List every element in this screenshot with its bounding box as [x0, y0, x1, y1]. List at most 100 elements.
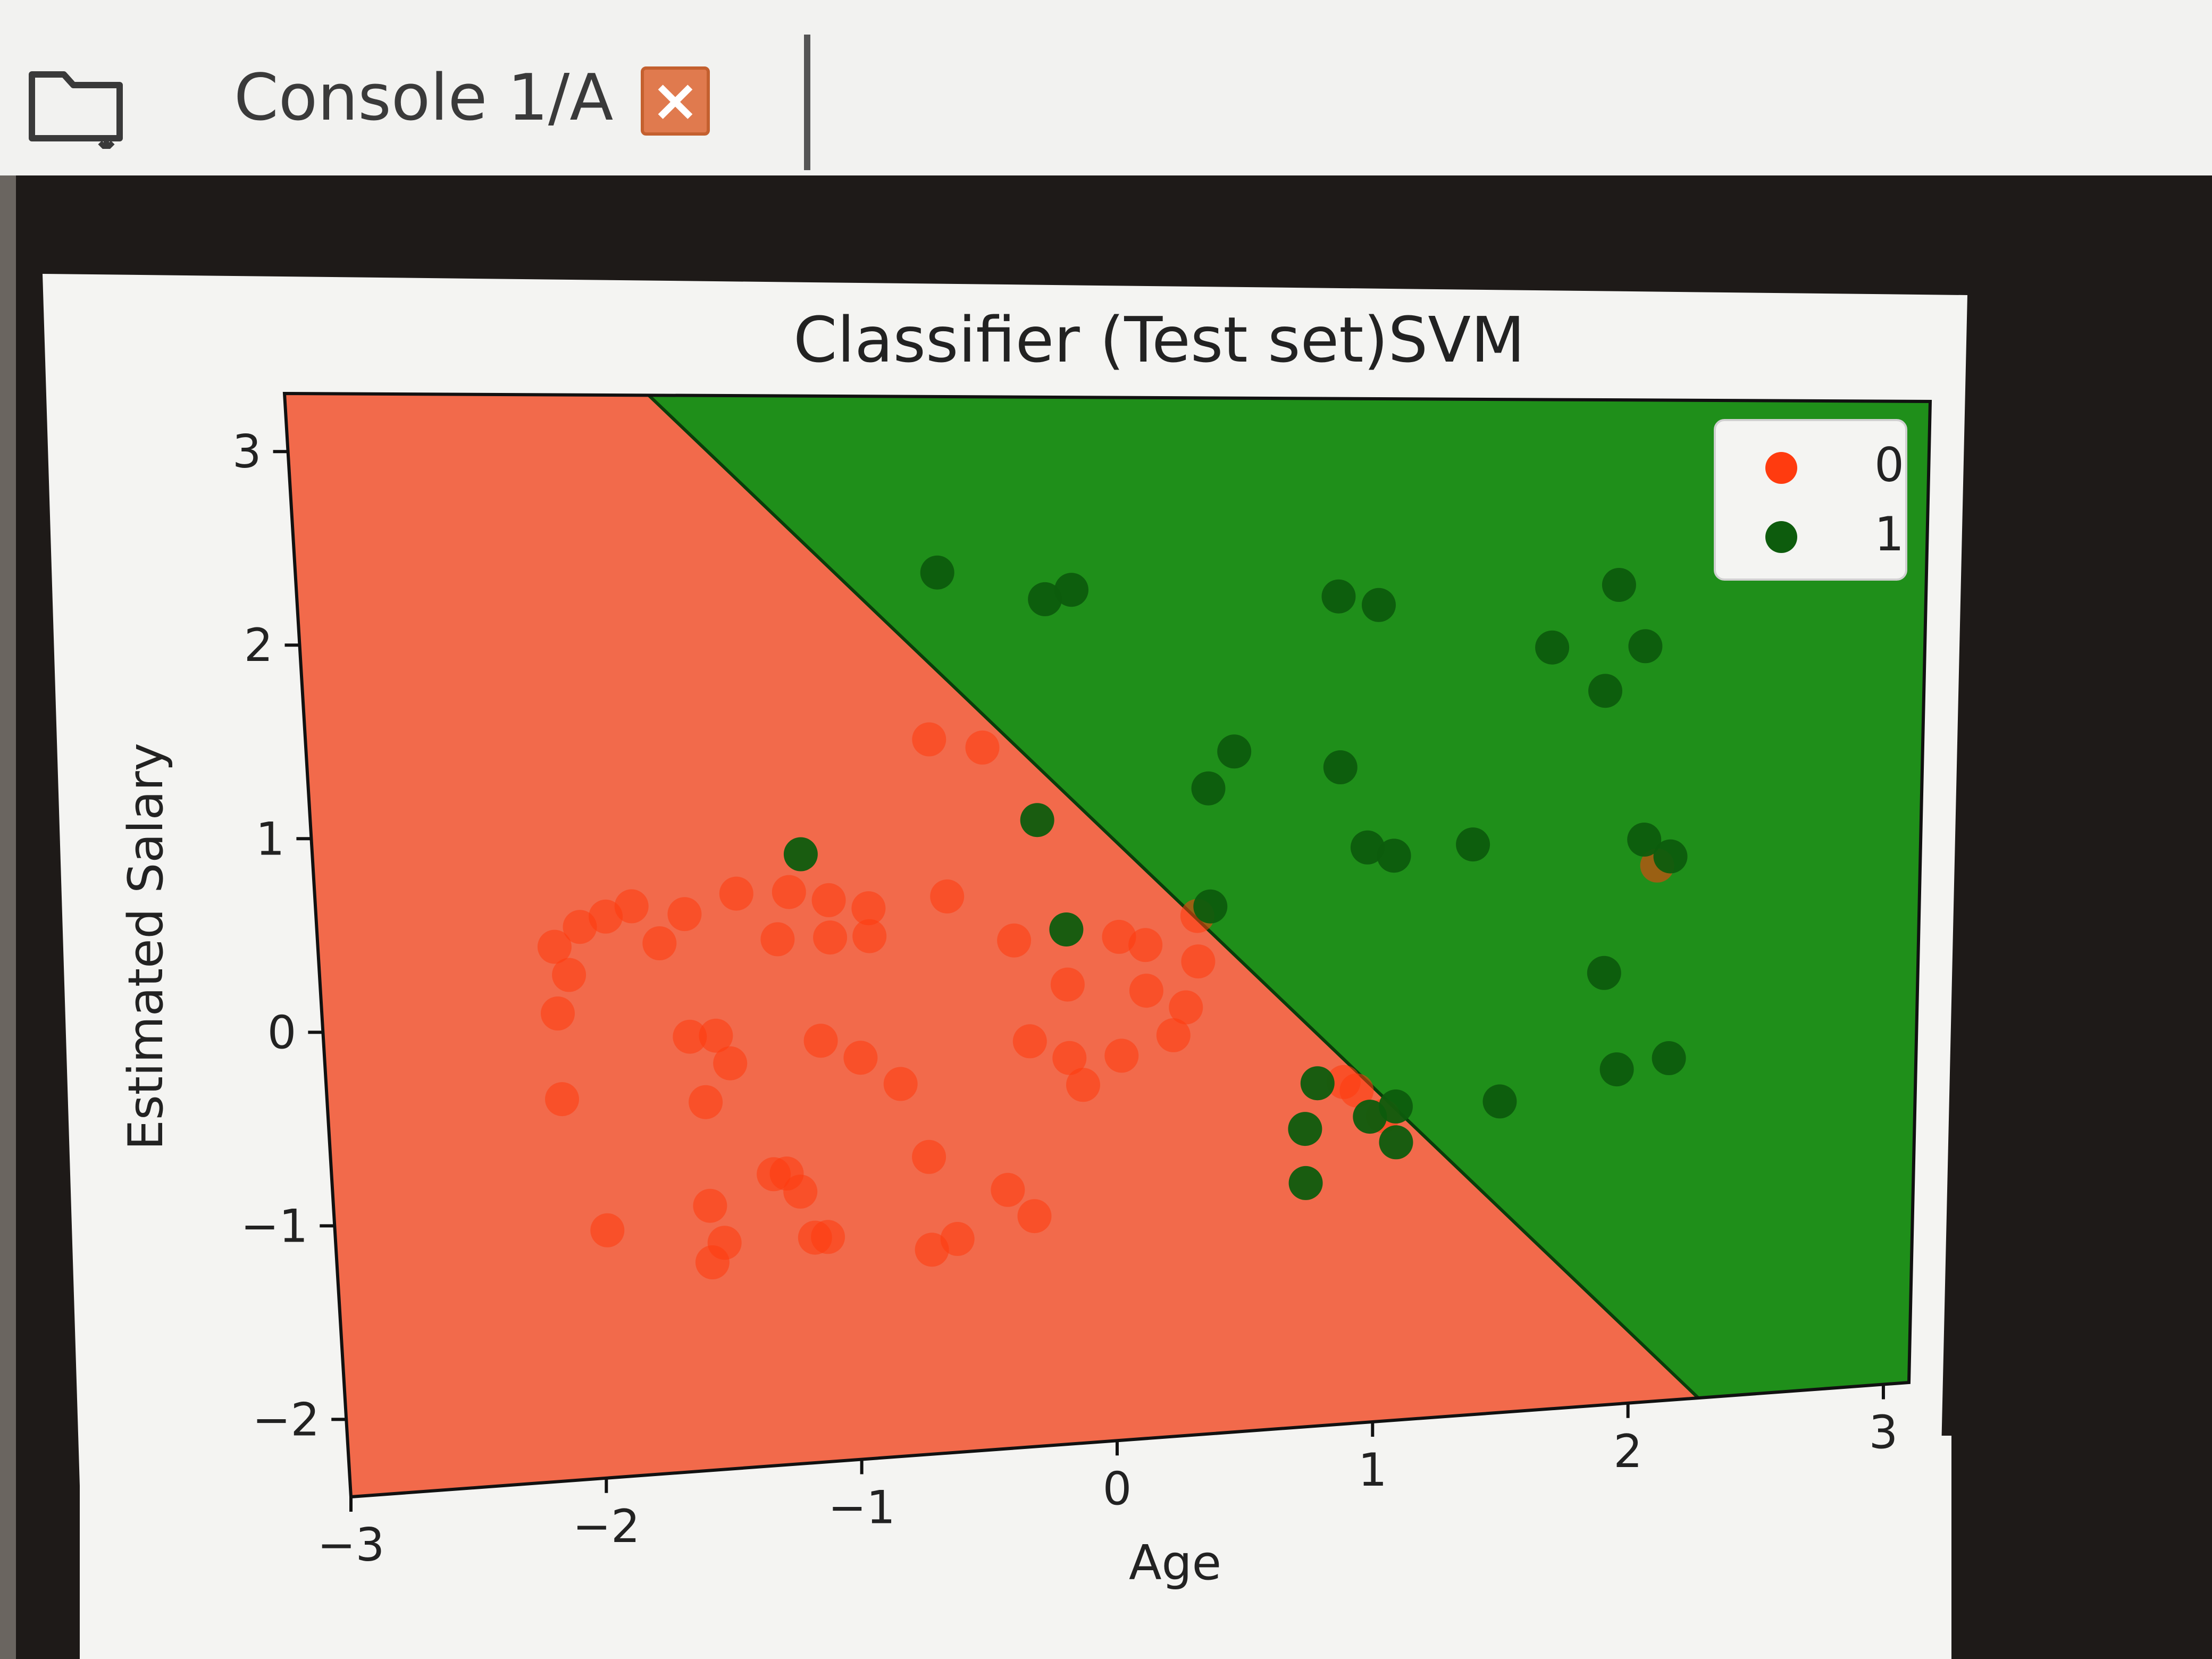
- data-point-class-1: [1049, 912, 1084, 946]
- close-icon[interactable]: ×: [641, 66, 710, 136]
- data-point-class-0: [667, 897, 702, 932]
- x-tick-label: 0: [1103, 1462, 1132, 1515]
- series-class-1: [783, 555, 1688, 1200]
- data-point-class-1: [1588, 674, 1622, 708]
- data-point-class-0: [1050, 967, 1085, 1002]
- data-point-class-0: [689, 1085, 723, 1119]
- data-point-class-1: [1377, 839, 1411, 873]
- data-point-class-0: [563, 910, 597, 944]
- legend-marker-0: [1765, 452, 1797, 484]
- data-point-class-0: [1339, 1073, 1374, 1108]
- x-tick-label: 1: [1358, 1444, 1387, 1497]
- data-point-class-1: [1627, 823, 1662, 857]
- decision-boundary: [647, 394, 1700, 1400]
- data-point-class-1: [1028, 582, 1062, 616]
- data-point-class-1: [1054, 573, 1088, 607]
- data-point-class-1: [920, 555, 954, 590]
- data-point-class-0: [1104, 1038, 1139, 1073]
- x-tick-label: 2: [1613, 1425, 1643, 1478]
- data-point-class-1: [1379, 1125, 1413, 1160]
- y-axis-ticks: −2 −1 0 1 2 3: [232, 425, 347, 1446]
- data-point-class-0: [693, 1188, 727, 1223]
- data-point-class-0: [843, 1041, 878, 1075]
- data-point-class-0: [1156, 1018, 1191, 1052]
- data-point-class-0: [813, 920, 848, 955]
- data-point-class-1: [1653, 839, 1688, 874]
- data-point-class-0: [713, 1046, 748, 1080]
- y-tick-label: 3: [232, 425, 262, 479]
- data-point-class-0: [852, 919, 887, 953]
- data-point-class-0: [541, 996, 575, 1030]
- data-point-class-0: [1181, 944, 1216, 979]
- x-tick-label: 3: [1869, 1406, 1898, 1460]
- data-point-class-0: [772, 875, 806, 909]
- legend-label-0: 0: [1874, 438, 1904, 492]
- data-point-class-0: [811, 1220, 845, 1254]
- x-tick-label: −1: [828, 1481, 895, 1535]
- data-point-class-1: [1353, 1100, 1387, 1134]
- data-point-class-0: [642, 926, 677, 960]
- data-point-class-1: [1020, 803, 1054, 837]
- y-tick-label: 2: [244, 619, 273, 672]
- chart-title: Classifier (Test set)SVM: [793, 303, 1525, 376]
- data-point-class-1: [1652, 1041, 1686, 1075]
- data-point-class-0: [719, 876, 753, 911]
- console-left-edge: [0, 175, 16, 1659]
- data-point-class-1: [1300, 1066, 1335, 1101]
- x-axis-label: Age: [1129, 1535, 1221, 1591]
- console-tab-label[interactable]: Console 1/A: [234, 61, 614, 135]
- legend: 0 1: [1714, 419, 1907, 581]
- data-point-class-0: [940, 1222, 975, 1256]
- data-point-class-0: [912, 1139, 946, 1174]
- data-point-class-0: [783, 1175, 818, 1209]
- data-point-class-0: [1017, 1199, 1052, 1234]
- data-point-class-0: [590, 1213, 625, 1247]
- data-point-class-1: [1217, 734, 1252, 769]
- data-point-class-0: [1129, 974, 1163, 1008]
- data-point-class-1: [1288, 1166, 1323, 1200]
- x-tick-label: −3: [317, 1519, 385, 1572]
- data-point-class-0: [552, 958, 586, 992]
- data-point-class-1: [783, 837, 818, 872]
- data-point-class-0: [1012, 1024, 1047, 1059]
- data-point-class-1: [1456, 827, 1490, 862]
- data-point-class-0: [695, 1245, 730, 1279]
- data-point-class-0: [991, 1172, 1025, 1207]
- data-point-class-0: [673, 1019, 707, 1054]
- x-axis-ticks: −3 −2 −1 0 1 2 3: [317, 1384, 1898, 1572]
- data-point-class-1: [1321, 579, 1356, 614]
- class-1-region: [649, 395, 1930, 1398]
- data-point-class-0: [930, 879, 965, 914]
- data-point-class-0: [811, 883, 846, 917]
- series-class-0: [537, 722, 1674, 1279]
- data-point-class-1: [1288, 1112, 1322, 1146]
- class-0-region: [284, 393, 1698, 1497]
- console-tab-bar: Console 1/A ×: [0, 0, 2212, 175]
- tab-separator: [804, 35, 810, 170]
- data-point-class-0: [997, 923, 1032, 958]
- data-point-class-0: [545, 1082, 579, 1117]
- data-point-class-1: [1193, 889, 1228, 924]
- data-point-class-0: [912, 722, 946, 757]
- data-point-class-0: [760, 922, 795, 957]
- data-point-class-1: [1628, 629, 1663, 664]
- data-point-class-1: [1602, 568, 1636, 602]
- data-point-class-1: [1379, 1089, 1413, 1124]
- y-tick-label: 1: [256, 812, 285, 866]
- data-point-class-1: [1535, 630, 1570, 665]
- y-tick-label: 0: [267, 1006, 297, 1059]
- y-tick-label: −2: [252, 1393, 320, 1446]
- data-point-class-1: [1599, 1052, 1634, 1087]
- axes-frame: [282, 391, 1932, 1499]
- data-point-class-0: [851, 891, 886, 926]
- data-point-class-1: [1362, 588, 1396, 622]
- data-point-class-0: [1052, 1041, 1087, 1075]
- data-point-class-1: [1482, 1084, 1517, 1119]
- folder-icon[interactable]: [27, 58, 128, 149]
- data-point-class-0: [614, 889, 649, 924]
- legend-marker-1: [1765, 521, 1797, 553]
- data-point-class-0: [883, 1067, 918, 1101]
- data-point-class-1: [1191, 771, 1226, 806]
- legend-box: [1714, 419, 1907, 581]
- data-point-class-0: [589, 899, 623, 934]
